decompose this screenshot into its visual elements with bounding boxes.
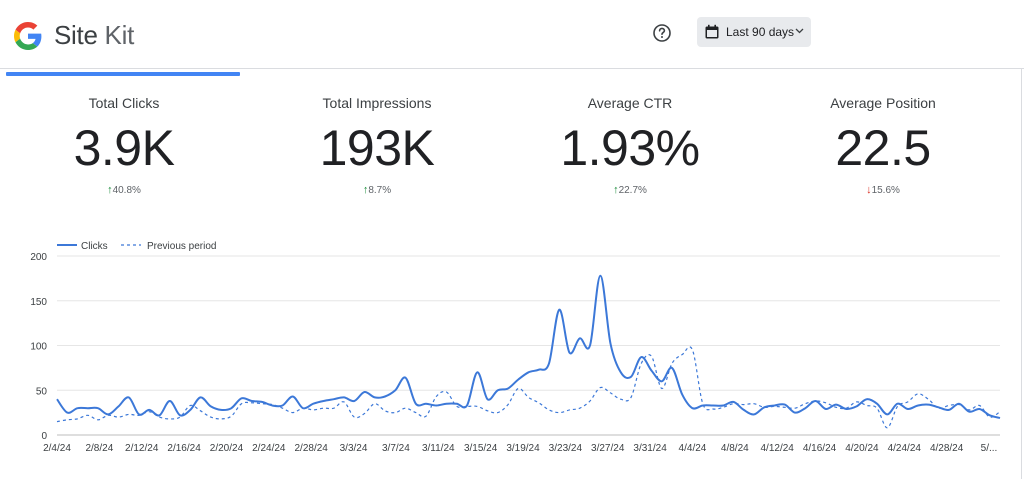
x-tick-label: 3/31/24 [633,443,667,454]
series-line-clicks [56,274,1001,419]
kpi-delta: ↑40.8% [4,184,244,196]
x-tick-label: 2/16/24 [167,443,201,454]
x-tick-label: 3/11/24 [422,443,455,454]
kpi-label: Average Position [830,95,936,111]
y-tick-label: 100 [30,342,47,353]
x-tick-label: 5/... [981,443,998,454]
google-g-icon[interactable] [14,22,42,50]
kpi-total-clicks[interactable]: Total Clicks 3.9K ↑40.8% [4,95,244,196]
arrow-up-icon: ↑ [362,184,369,196]
kpi-value: 22.5 [835,120,931,176]
x-tick-label: 4/8/24 [721,443,749,454]
help-circle-icon[interactable] [652,23,672,43]
legend-label-clicks: Clicks [81,241,108,252]
arrow-up-icon: ↑ [613,184,619,196]
x-tick-label: 3/15/24 [464,443,498,454]
kpi-delta-value: 40.8% [112,185,141,196]
x-tick-label: 2/4/24 [43,443,71,454]
chevron-down-icon [795,28,804,34]
x-tick-label: 4/16/24 [803,443,837,454]
x-tick-label: 4/20/24 [845,443,879,454]
y-tick-label: 150 [30,297,47,308]
clicks-line-chart[interactable]: 0 50 100 150 200 2/4/24 2/8/24 2/12/24 2/16/24 2/… [0,232,1024,462]
legend-label-previous: Previous period [147,241,216,252]
active-tab-indicator [6,72,240,76]
date-range-button[interactable]: Last 90 days [697,17,811,47]
x-tick-label: 4/12/24 [760,443,794,454]
x-tick-label: 4/28/24 [930,443,964,454]
header: Site Kit Last 90 days [0,0,1024,69]
calendar-icon [705,24,719,39]
brand-suffix: Kit [104,20,135,50]
x-tick-label: 4/24/24 [888,443,922,454]
kpi-value: 1.93% [560,120,700,176]
kpi-average-ctr[interactable]: Average CTR 1.93% ↑22.7% [510,95,750,196]
x-tick-label: 4/4/24 [679,443,707,454]
y-tick-label: 50 [36,386,48,397]
brand-title: Site Kit [54,20,134,51]
kpi-delta-value: 8.7% [368,185,392,196]
kpi-delta: ↑8.7% [257,184,497,196]
x-tick-label: 3/7/24 [382,443,410,454]
kpi-total-impressions[interactable]: Total Impressions 193K ↑8.7% [257,95,497,196]
kpi-delta: ↑22.7% [510,184,750,196]
panel-divider [1021,68,1022,479]
series-line-previous-period [56,346,1001,429]
kpi-label: Average CTR [587,95,673,111]
kpi-delta-value: 22.7% [618,185,647,196]
kpi-delta-value: 15.6% [871,185,900,196]
brand-name: Site [54,20,98,50]
kpi-delta: ↓15.6% [763,184,1003,196]
x-tick-label: 2/12/24 [125,443,159,454]
x-tick-label: 2/24/24 [252,443,286,454]
kpi-value: 193K [319,120,435,176]
kpi-label: Total Clicks [88,95,160,111]
x-tick-label: 2/8/24 [85,443,113,454]
kpi-average-position[interactable]: Average Position 22.5 ↓15.6% [763,95,1003,196]
x-tick-label: 2/20/24 [210,443,244,454]
x-tick-label: 3/19/24 [506,443,540,454]
y-tick-label: 0 [41,431,47,442]
y-tick-label: 200 [30,252,47,263]
date-range-label: Last 90 days [726,25,795,39]
x-tick-label: 2/28/24 [294,443,328,454]
kpi-value: 3.9K [73,120,175,176]
kpi-label: Total Impressions [322,95,432,111]
arrow-down-icon: ↓ [866,184,872,196]
x-tick-label: 3/23/24 [549,443,583,454]
x-tick-label: 3/27/24 [591,443,625,454]
arrow-up-icon: ↑ [107,184,113,196]
x-tick-label: 3/3/24 [340,443,368,454]
